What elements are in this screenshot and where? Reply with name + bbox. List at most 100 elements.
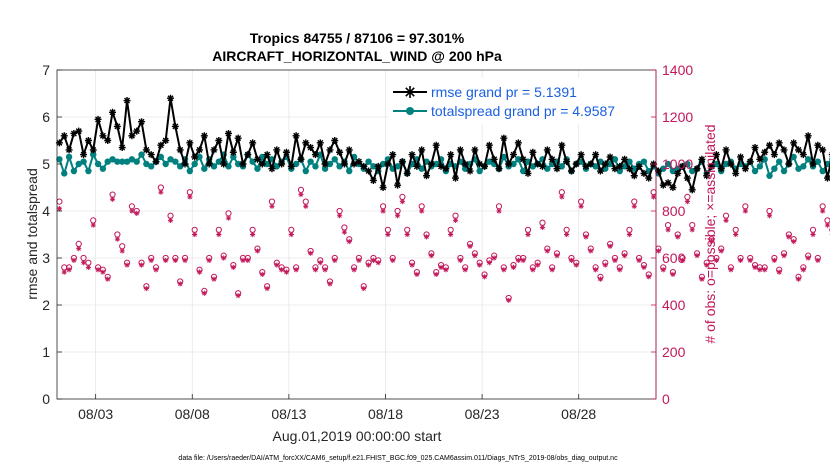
- rmse-point: [340, 160, 348, 168]
- obs-assimilated-point: [766, 213, 773, 219]
- obs-assimilated-point: [646, 274, 652, 280]
- totalspread-point: [713, 160, 720, 168]
- obs-assimilated-point: [564, 231, 570, 238]
- obs-assimilated-point: [230, 264, 236, 270]
- rmse-point: [785, 160, 793, 168]
- totalspread-point: [234, 160, 242, 168]
- obs-assimilated-point: [786, 234, 792, 240]
- totalspread-point: [210, 163, 218, 170]
- legend-spread-circle-icon: [406, 107, 414, 115]
- totalspread-point: [775, 158, 783, 165]
- obs-assimilated-point: [583, 234, 589, 240]
- totalspread-point: [172, 158, 179, 165]
- obs-assimilated-point: [211, 276, 217, 282]
- obs-assimilated-point: [225, 215, 232, 221]
- rmse-point: [398, 158, 406, 166]
- rmse-point: [307, 144, 315, 152]
- obs-assimilated-point: [486, 260, 492, 266]
- obs-assimilated-point: [515, 257, 521, 263]
- obs-assimilated-point: [221, 255, 227, 261]
- rmse-point: [210, 146, 218, 154]
- totalspread-point: [722, 160, 730, 168]
- series-layer: [55, 94, 830, 303]
- rmse-point: [331, 137, 339, 144]
- obs-assimilated-point: [264, 285, 270, 292]
- rmse-point: [60, 132, 68, 140]
- obs-possible-point: [684, 193, 691, 200]
- totalspread-point: [148, 163, 155, 170]
- y-right-tick-label: 800: [662, 203, 686, 219]
- rmse-point: [819, 146, 827, 154]
- rmse-point: [157, 141, 165, 149]
- obs-assimilated-point: [399, 199, 405, 205]
- y-left-tick-label: 3: [42, 250, 50, 266]
- obs-assimilated-point: [501, 267, 507, 273]
- obs-assimilated-point: [457, 257, 463, 263]
- obs-assimilated-point: [510, 264, 517, 270]
- rmse-point: [582, 162, 590, 170]
- obs-assimilated-point: [341, 229, 348, 235]
- chart-title-line1: Tropics 84755 / 87106 = 97.301%: [250, 30, 465, 46]
- obs-assimilated-point: [346, 238, 352, 245]
- rmse-point: [427, 160, 435, 168]
- rmse-point: [630, 172, 638, 180]
- obs-assimilated-point: [385, 231, 391, 238]
- rmse-point: [389, 151, 397, 159]
- rmse-point: [123, 97, 131, 105]
- rmse-point: [534, 160, 542, 168]
- obs-assimilated-point: [438, 264, 444, 270]
- rmse-point: [408, 151, 416, 159]
- rmse-point: [558, 141, 566, 149]
- rmse-point: [239, 160, 247, 168]
- obs-assimilated-point: [670, 271, 676, 278]
- obs-assimilated-point: [530, 267, 536, 273]
- obs-assimilated-point: [824, 222, 830, 228]
- rmse-point: [186, 139, 194, 147]
- totalspread-point: [61, 170, 68, 177]
- rmse-point: [99, 132, 107, 140]
- obs-assimilated-point: [477, 262, 483, 268]
- totalspread-point: [119, 158, 126, 165]
- totalspread-point: [273, 163, 280, 170]
- obs-assimilated-point: [771, 257, 777, 263]
- obs-assimilated-point: [578, 203, 584, 209]
- obs-assimilated-point: [105, 276, 111, 282]
- totalspread-point: [259, 153, 266, 161]
- totalspread-point: [336, 163, 343, 170]
- obs-possible-point: [689, 222, 696, 229]
- rmse-point: [278, 160, 286, 168]
- rmse-point: [780, 146, 788, 154]
- rmse-point: [302, 139, 310, 147]
- rmse-point: [84, 137, 92, 144]
- obs-assimilated-point: [733, 231, 739, 238]
- totalspread-point: [326, 160, 334, 168]
- obs-assimilated-point: [158, 189, 164, 195]
- y-left-tick-label: 1: [42, 344, 50, 360]
- obs-assimilated-point: [129, 208, 135, 214]
- obs-assimilated-point: [443, 267, 449, 273]
- obs-possible-point: [732, 226, 739, 233]
- obs-assimilated-point: [201, 290, 207, 296]
- rmse-point: [297, 155, 305, 163]
- obs-possible-point: [664, 222, 672, 229]
- totalspread-point: [292, 160, 300, 168]
- rmse-point: [316, 139, 324, 147]
- obs-assimilated-point: [293, 267, 299, 273]
- rmse-point: [775, 139, 783, 147]
- totalspread-point: [790, 153, 797, 161]
- rmse-point: [674, 169, 682, 177]
- totalspread-point: [500, 153, 508, 161]
- rmse-point: [432, 141, 440, 149]
- y-left-tick-label: 6: [42, 109, 50, 125]
- rmse-point: [538, 162, 546, 170]
- totalspread-point: [751, 167, 759, 175]
- totalspread-point: [365, 158, 372, 165]
- obs-assimilated-point: [452, 217, 459, 223]
- obs-assimilated-point: [80, 260, 87, 266]
- rmse-point: [519, 155, 527, 163]
- totalspread-point: [191, 160, 198, 168]
- totalspread-point: [370, 163, 377, 170]
- totalspread-point: [263, 160, 271, 168]
- rmse-point: [336, 148, 344, 156]
- obs-assimilated-point: [602, 262, 608, 268]
